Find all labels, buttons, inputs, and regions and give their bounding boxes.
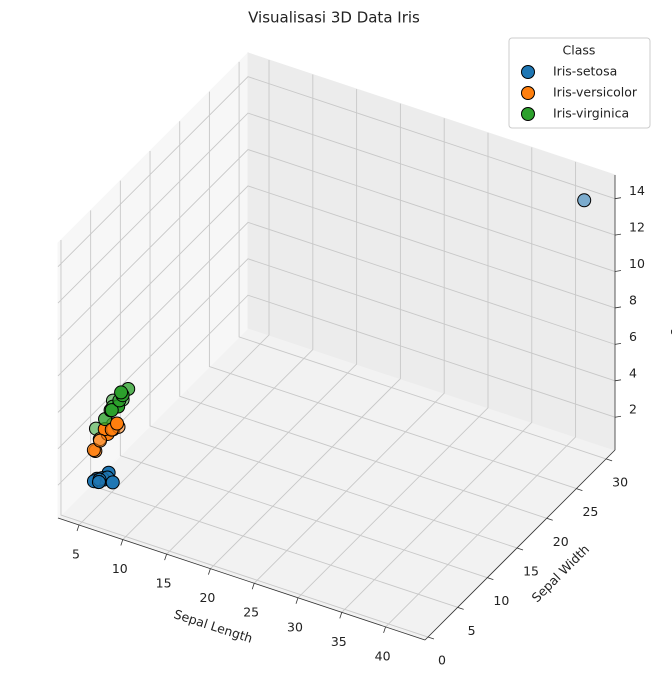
point xyxy=(577,193,592,208)
y-tick-label: 25 xyxy=(582,504,598,519)
y-tick xyxy=(427,636,435,640)
x-axis-line xyxy=(57,517,426,641)
grid-line xyxy=(238,61,607,460)
y-tick-label: 5 xyxy=(468,623,476,638)
grid-line xyxy=(57,76,616,267)
x-tick-label: 10 xyxy=(112,561,128,576)
z-tick xyxy=(614,415,622,418)
grid-line xyxy=(57,149,616,340)
grid-line xyxy=(57,112,616,304)
point xyxy=(104,403,119,418)
z-tick xyxy=(614,233,622,236)
z-tick xyxy=(614,197,622,200)
point xyxy=(110,416,125,431)
legend-marker xyxy=(521,107,535,121)
grid-line xyxy=(122,74,314,540)
y-axis-line xyxy=(424,449,616,641)
y-tick xyxy=(546,517,553,521)
x-tick xyxy=(208,568,211,575)
x-tick-label: 15 xyxy=(156,576,172,591)
point xyxy=(93,433,108,448)
z-tick-label: 4 xyxy=(629,365,637,380)
legend-title: Class xyxy=(563,43,596,58)
x-axis-label: Sepal Length xyxy=(172,606,254,646)
grid-line xyxy=(119,180,488,579)
points xyxy=(86,193,592,490)
grid-line xyxy=(179,121,547,519)
legend-label: Iris-setosa xyxy=(553,64,617,79)
z-tick-label: 10 xyxy=(629,256,645,271)
z-tick xyxy=(614,270,622,272)
grid-line xyxy=(210,103,401,569)
point xyxy=(114,385,129,400)
y-tick-label: 20 xyxy=(553,534,569,549)
z-tick-label: 2 xyxy=(629,402,637,417)
x-tick xyxy=(251,583,255,590)
x-tick xyxy=(295,597,299,604)
x-tick-label: 40 xyxy=(375,648,391,663)
z-tick xyxy=(614,306,622,309)
chart-title: Visualisasi 3D Data Iris xyxy=(248,9,420,27)
grid-line xyxy=(166,89,358,555)
y-tick xyxy=(487,577,494,581)
grid-line xyxy=(57,221,616,413)
z-axis-label: Petal Length xyxy=(671,271,672,349)
grid-line xyxy=(57,185,616,377)
x-tick-label: 5 xyxy=(72,546,80,561)
z-tick-label: 14 xyxy=(629,183,645,198)
y-tick-label: 10 xyxy=(493,593,509,608)
legend-marker xyxy=(521,86,535,100)
y-tick-label: 0 xyxy=(438,653,446,668)
x-tick xyxy=(339,612,343,619)
grid-line xyxy=(78,59,270,526)
y-tick-label: 30 xyxy=(612,474,628,489)
z-tick-label: 12 xyxy=(629,220,645,235)
legend-label: Iris-virginica xyxy=(553,106,629,121)
grid-line xyxy=(297,132,489,599)
point xyxy=(91,475,106,490)
y-tick-label: 15 xyxy=(523,563,539,578)
legend-box xyxy=(508,37,651,129)
grid-line xyxy=(149,150,518,549)
legend: Class Iris-setosa Iris-versicolor Iris-vir… xyxy=(508,37,651,129)
z-tick xyxy=(614,379,622,382)
x-tick xyxy=(383,626,386,634)
y-tick xyxy=(605,458,613,462)
grid-line xyxy=(60,240,429,638)
grid xyxy=(57,59,616,638)
x-tick xyxy=(76,524,80,532)
x-tick xyxy=(120,539,124,546)
z-tick xyxy=(614,342,622,345)
x-tick-label: 25 xyxy=(243,605,259,620)
x-tick-label: 30 xyxy=(287,619,303,634)
x-tick-label: 20 xyxy=(199,590,215,605)
x-tick xyxy=(164,553,167,561)
z-tick-label: 8 xyxy=(629,292,637,307)
grid-line xyxy=(253,118,445,584)
grid-line xyxy=(341,147,533,613)
legend-label: Iris-versicolor xyxy=(553,85,638,100)
y-tick xyxy=(516,547,524,551)
grid-line xyxy=(208,91,577,490)
legend-marker xyxy=(521,65,535,79)
point xyxy=(105,475,120,490)
z-tick-label: 6 xyxy=(629,329,637,344)
y-tick xyxy=(457,606,464,610)
y-tick xyxy=(576,488,583,491)
grid-line xyxy=(385,161,577,628)
x-tick-label: 35 xyxy=(331,634,347,649)
